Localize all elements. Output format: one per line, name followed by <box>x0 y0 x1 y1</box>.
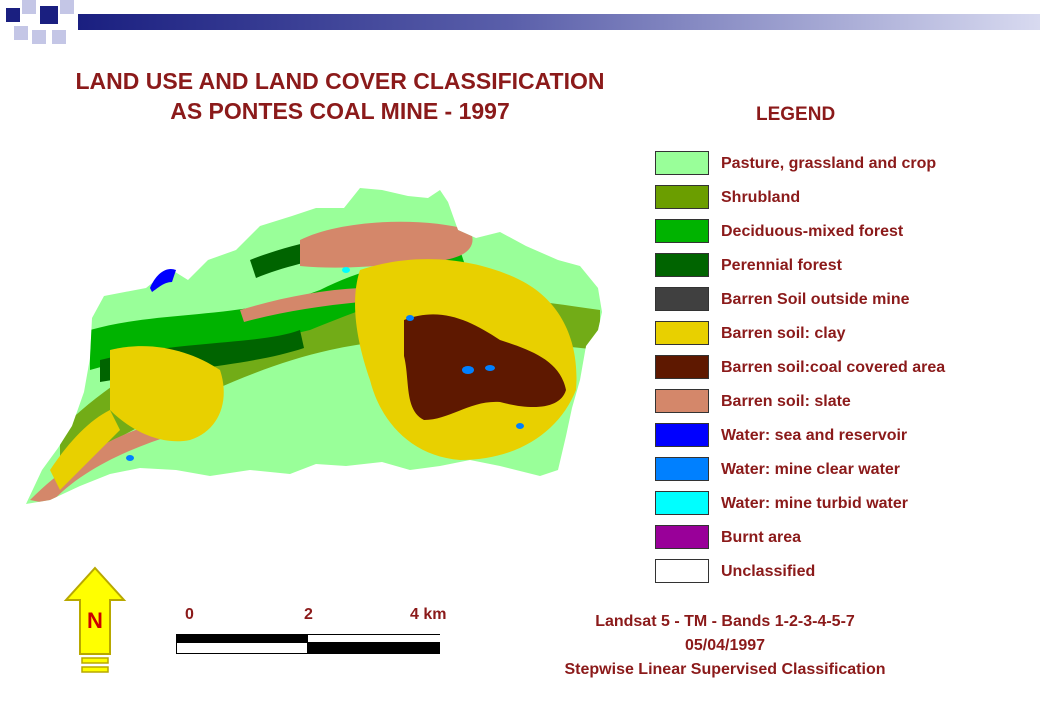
legend-item-shrubland: Shrubland <box>655 185 1035 211</box>
legend-swatch <box>655 559 709 583</box>
source-line-2: 05/04/1997 <box>684 637 766 654</box>
header-square <box>6 8 20 22</box>
legend-swatch <box>655 525 709 549</box>
header-square <box>22 0 36 14</box>
legend-item-sea: Water: sea and reservoir <box>655 423 1035 449</box>
map-area-clay <box>50 410 120 490</box>
scale-segment-white <box>176 642 308 654</box>
legend-label: Pasture, grassland and crop <box>721 155 937 172</box>
map-title: LAND USE AND LAND COVER CLASSIFICATION A… <box>20 66 660 126</box>
classification-map <box>26 188 602 504</box>
image-source: Landsat 5 - TM - Bands 1-2-3-4-5-7 05/04… <box>480 610 970 682</box>
legend-label: Barren soil:coal covered area <box>721 359 946 376</box>
map-area-slate <box>300 221 473 268</box>
legend-swatch <box>655 389 709 413</box>
legend-item-pasture: Pasture, grassland and crop <box>655 151 1035 177</box>
map-reservoir <box>150 268 176 292</box>
map-water-mine <box>462 366 474 374</box>
legend-label: Barren soil: slate <box>721 393 851 410</box>
header-square <box>14 26 28 40</box>
legend-label: Deciduous-mixed forest <box>721 223 904 240</box>
header-square <box>32 30 46 44</box>
north-label: N <box>87 608 103 633</box>
legend-item-unclassified: Unclassified <box>655 559 1035 585</box>
north-arrow-icon <box>63 566 127 655</box>
map-area-clay <box>110 346 224 442</box>
map-water-mine <box>516 423 524 429</box>
legend-swatch <box>655 355 709 379</box>
map-water-mine <box>485 365 495 371</box>
north-arrow-base <box>81 657 109 664</box>
legend-item-clay: Barren soil: clay <box>655 321 1035 347</box>
legend-label: Water: mine clear water <box>721 461 901 478</box>
legend-label: Burnt area <box>721 529 802 546</box>
scale-segment-white <box>308 634 440 642</box>
legend-swatch <box>655 491 709 515</box>
map-area-slate <box>240 288 360 322</box>
map-water-turbid <box>342 267 350 273</box>
legend-item-burnt: Burnt area <box>655 525 1035 551</box>
source-line-3: Stepwise Linear Supervised Classificatio… <box>564 661 886 678</box>
map-area-coal <box>404 314 566 420</box>
scale-label-0: 0 <box>185 606 194 623</box>
legend-title: LEGEND <box>756 104 836 125</box>
legend-item-slate: Barren soil: slate <box>655 389 1035 415</box>
map-title-line-2: AS PONTES COAL MINE - 1997 <box>170 98 510 124</box>
header-square <box>52 30 66 44</box>
legend-item-coal: Barren soil:coal covered area <box>655 355 1035 381</box>
legend-label: Unclassified <box>721 563 816 580</box>
scale-segment-black <box>308 642 440 654</box>
legend-label: Barren Soil outside mine <box>721 291 910 308</box>
legend-item-barren-outside: Barren Soil outside mine <box>655 287 1035 313</box>
scale-label-4km: 4 km <box>410 606 447 623</box>
legend-item-clear-water: Water: mine clear water <box>655 457 1035 483</box>
legend-swatch <box>655 457 709 481</box>
legend-label: Barren soil: clay <box>721 325 846 342</box>
header-square <box>40 6 58 24</box>
legend-swatch <box>655 321 709 345</box>
legend-label: Shrubland <box>721 189 801 206</box>
header-decoration <box>0 0 1040 56</box>
legend-swatch <box>655 219 709 243</box>
legend-swatch <box>655 253 709 277</box>
header-bar <box>78 14 1040 30</box>
legend-label: Perennial forest <box>721 257 842 274</box>
map-title-line-1: LAND USE AND LAND COVER CLASSIFICATION <box>75 68 605 94</box>
legend-swatch <box>655 287 709 311</box>
legend-swatch <box>655 185 709 209</box>
map-water-mine <box>126 455 134 461</box>
legend-item-deciduous: Deciduous-mixed forest <box>655 219 1035 245</box>
legend-item-turbid-water: Water: mine turbid water <box>655 491 1035 517</box>
map-water-mine <box>406 315 414 321</box>
header-square <box>60 0 74 14</box>
legend-label: Water: mine turbid water <box>721 495 908 512</box>
north-arrow-base <box>81 666 109 673</box>
legend-swatch <box>655 151 709 175</box>
legend-swatch <box>655 423 709 447</box>
scale-segment-black <box>176 634 308 642</box>
scale-label-2: 2 <box>304 606 313 623</box>
legend-item-perennial: Perennial forest <box>655 253 1035 279</box>
legend-label: Water: sea and reservoir <box>721 427 908 444</box>
north-arrow: N <box>63 566 127 673</box>
source-line-1: Landsat 5 - TM - Bands 1-2-3-4-5-7 <box>595 613 855 630</box>
